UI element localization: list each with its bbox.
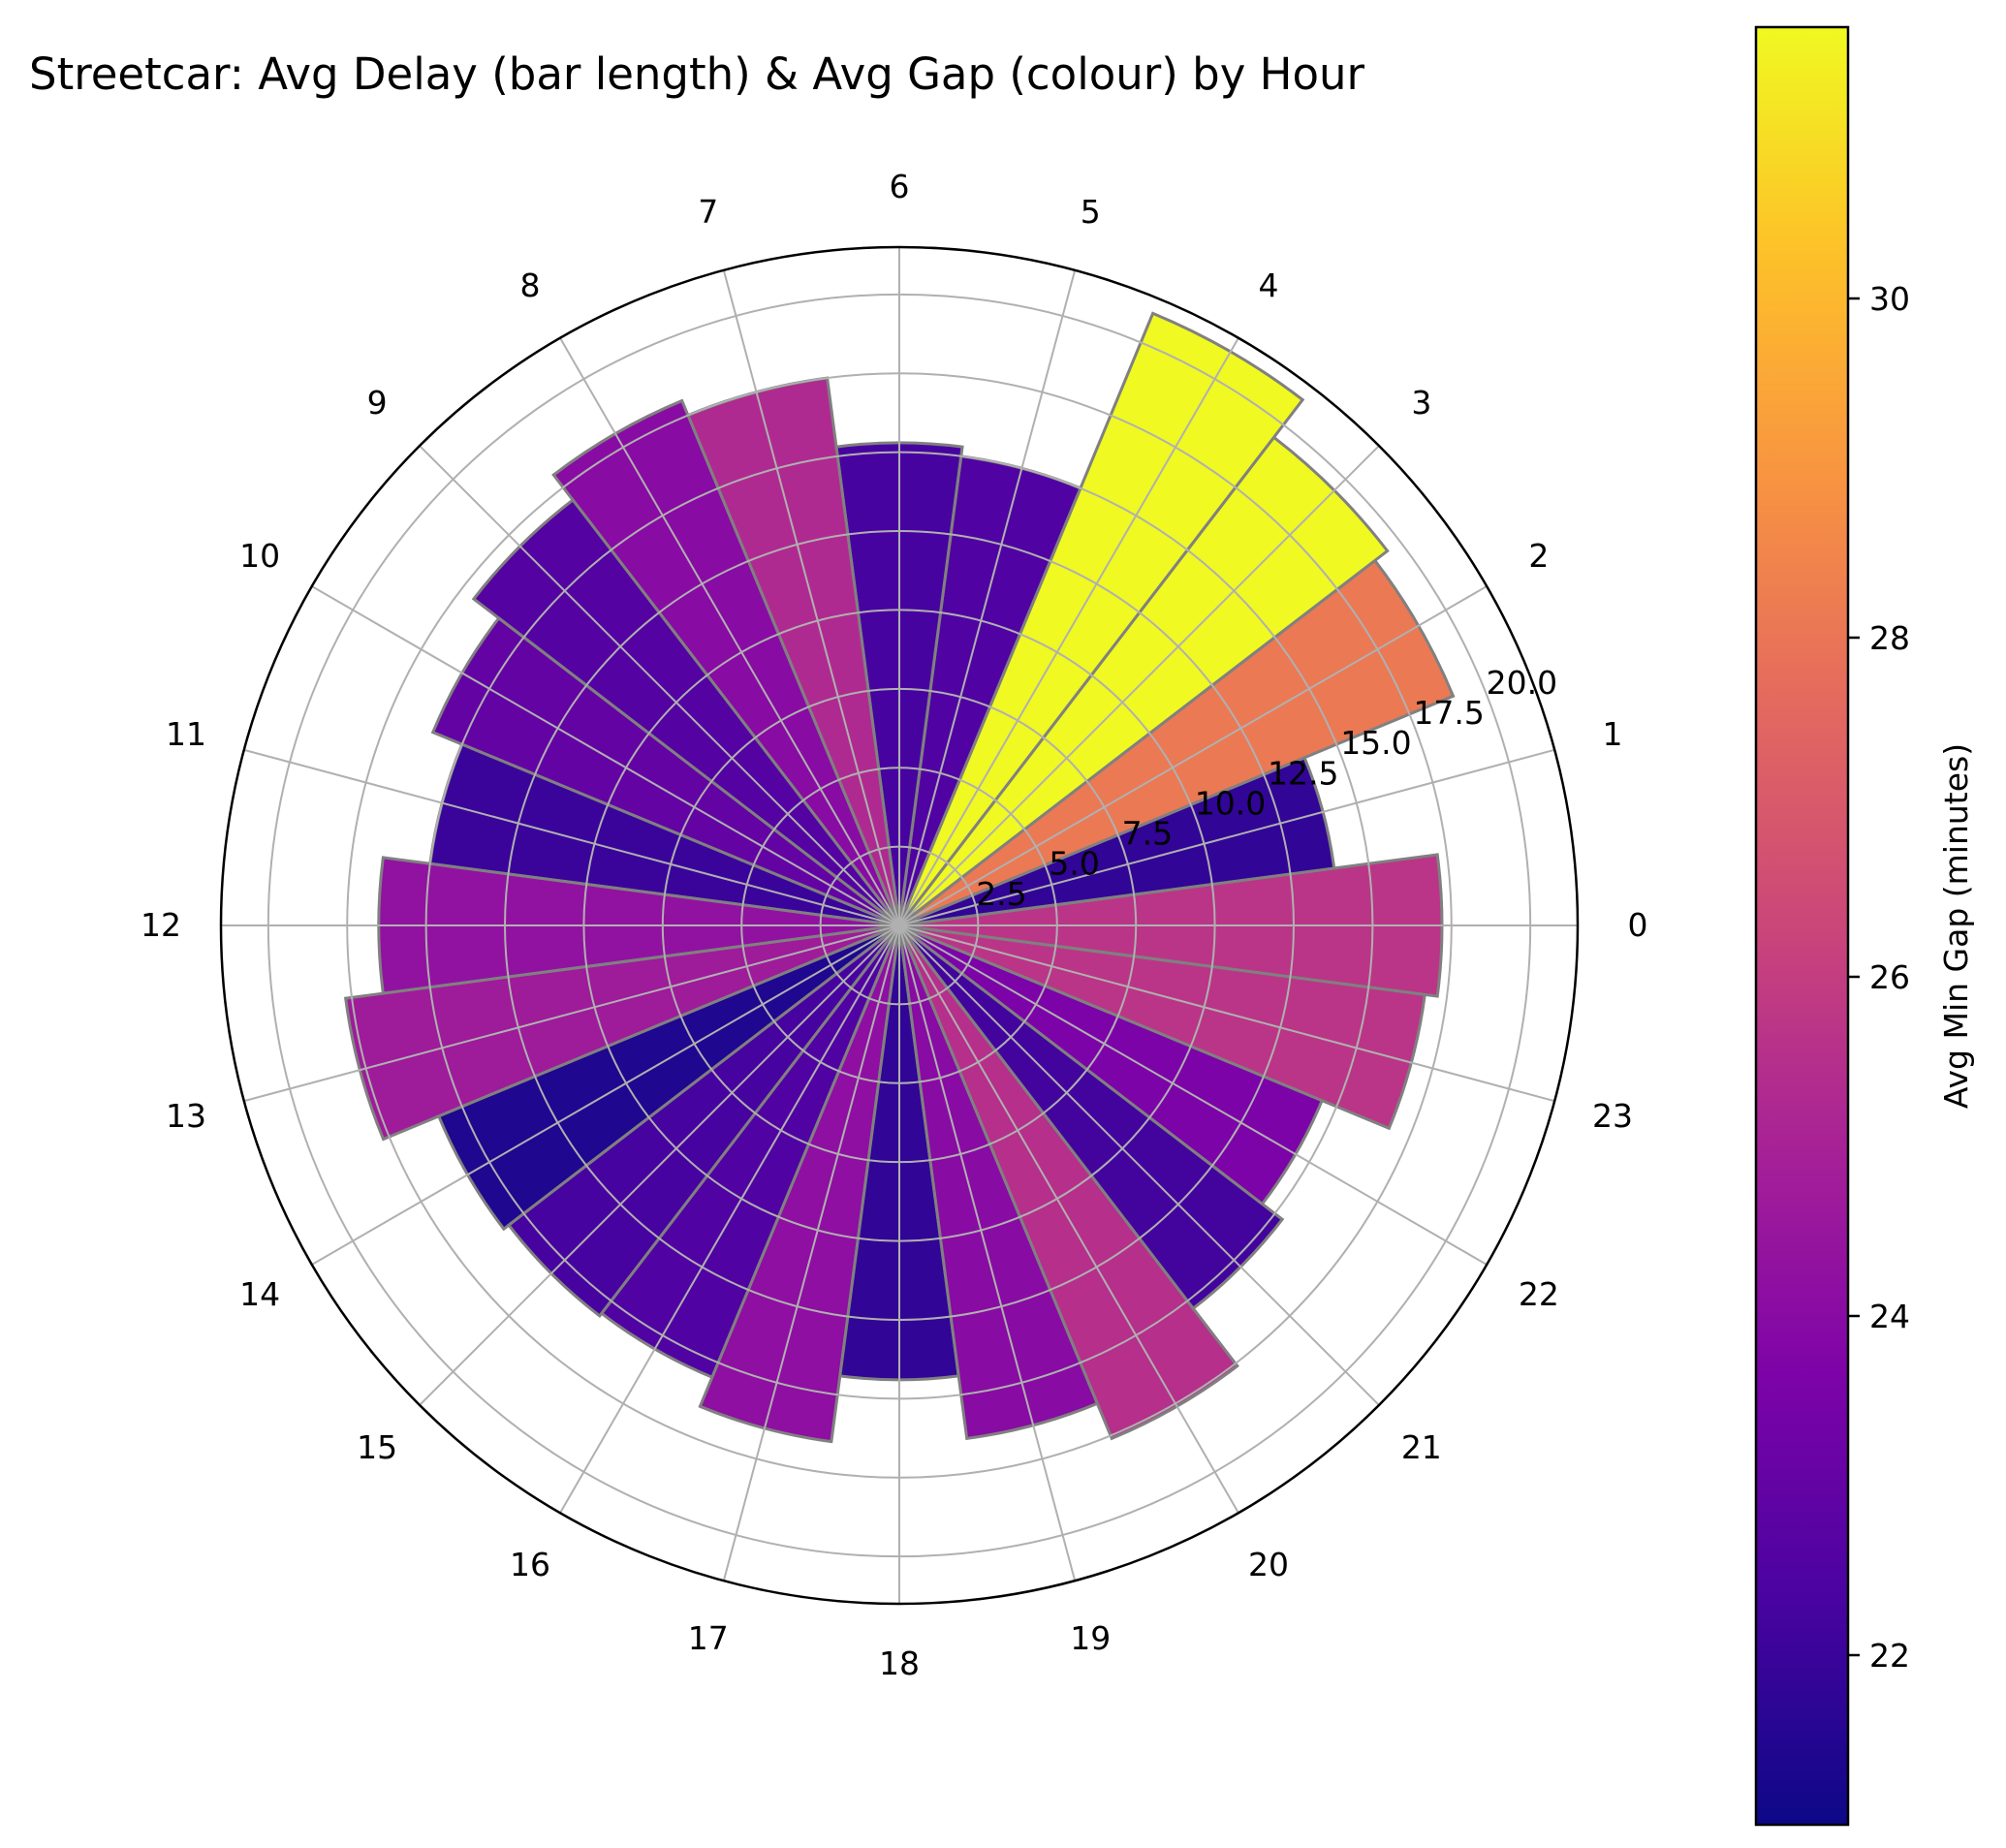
hour-tick-label: 6 — [890, 168, 910, 205]
angular-gridline — [898, 585, 1488, 926]
hour-tick-label: 19 — [1070, 1619, 1111, 1657]
angular-gridline — [311, 924, 900, 1266]
radial-tick-label: 2.5 — [976, 875, 1026, 913]
hour-tick-label: 15 — [357, 1428, 397, 1466]
hour-tick-label: 20 — [1248, 1546, 1289, 1583]
colorbar-tick-label: 30 — [1869, 280, 1910, 318]
colorbar-label: Avg Min Gap (minutes) — [1937, 743, 1975, 1109]
hour-tick-label: 1 — [1603, 715, 1623, 753]
hour-tick-label: 5 — [1081, 193, 1101, 231]
colorbar-tick-label: 28 — [1869, 619, 1910, 657]
angular-gridline — [243, 924, 900, 1103]
angular-gridline — [898, 924, 1380, 1406]
colorbar-tick-label: 26 — [1869, 958, 1910, 996]
angular-gridline — [419, 445, 900, 926]
radial-tick-label: 5.0 — [1049, 845, 1099, 883]
polar-outer-frame — [219, 245, 1580, 1606]
hour-tick-label: 9 — [367, 384, 388, 422]
angular-gridline — [898, 924, 1555, 1103]
hour-tick-label: 0 — [1628, 906, 1648, 944]
angular-gridline — [898, 924, 1488, 1266]
angular-gridline — [898, 924, 1077, 1582]
hour-tick-label: 7 — [698, 193, 718, 231]
hour-tick-label: 8 — [520, 266, 541, 304]
angular-gridline — [898, 337, 1239, 926]
colorbar-tick-label: 24 — [1869, 1298, 1910, 1335]
hour-tick-label: 14 — [239, 1275, 280, 1313]
angular-gridline — [311, 585, 900, 926]
hour-tick-label: 2 — [1528, 537, 1549, 575]
hour-tick-label: 17 — [688, 1619, 729, 1657]
radial-tick-label: 17.5 — [1413, 694, 1484, 732]
colorbar-gradient — [1754, 25, 1850, 1827]
hour-tick-label: 12 — [141, 906, 181, 944]
hour-tick-label: 13 — [166, 1097, 206, 1135]
colorbar: 22 24 26 28 30 Avg Min Gap (minutes) — [1754, 25, 1975, 1827]
angular-gridline — [559, 337, 900, 926]
angular-gridline — [898, 445, 1380, 926]
hour-tick-label: 11 — [166, 715, 206, 753]
hour-tick-label: 10 — [239, 537, 280, 575]
hour-tick-label: 16 — [510, 1546, 550, 1583]
angular-gridline — [898, 269, 1077, 926]
hour-tick-label: 21 — [1401, 1428, 1442, 1466]
angular-gridline — [722, 924, 900, 1582]
hour-tick-label: 23 — [1592, 1097, 1633, 1135]
radial-tick-label: 10.0 — [1195, 784, 1266, 822]
angular-gridline — [559, 924, 900, 1514]
colorbar-tick-label: 22 — [1869, 1637, 1910, 1675]
angular-gridline — [898, 924, 1239, 1514]
radial-tick-label: 20.0 — [1487, 664, 1557, 702]
hour-tick-label: 18 — [879, 1644, 920, 1682]
radial-tick-label: 12.5 — [1268, 754, 1338, 792]
hour-tick-label: 22 — [1519, 1275, 1559, 1313]
polar-grid — [219, 245, 1580, 1606]
chart-title: Streetcar: Avg Delay (bar length) & Avg … — [29, 48, 1365, 100]
angular-gridline — [722, 269, 900, 926]
radial-tick-label: 7.5 — [1122, 815, 1173, 853]
angular-gridline — [898, 748, 1555, 926]
radial-tick-label: 15.0 — [1340, 724, 1411, 762]
angular-gridline — [419, 924, 900, 1406]
angular-gridline — [243, 748, 900, 926]
axis-labels: 012345678910111213141516171819202122232.… — [141, 168, 1648, 1682]
hour-tick-label: 3 — [1411, 384, 1431, 422]
hour-tick-label: 4 — [1259, 266, 1279, 304]
